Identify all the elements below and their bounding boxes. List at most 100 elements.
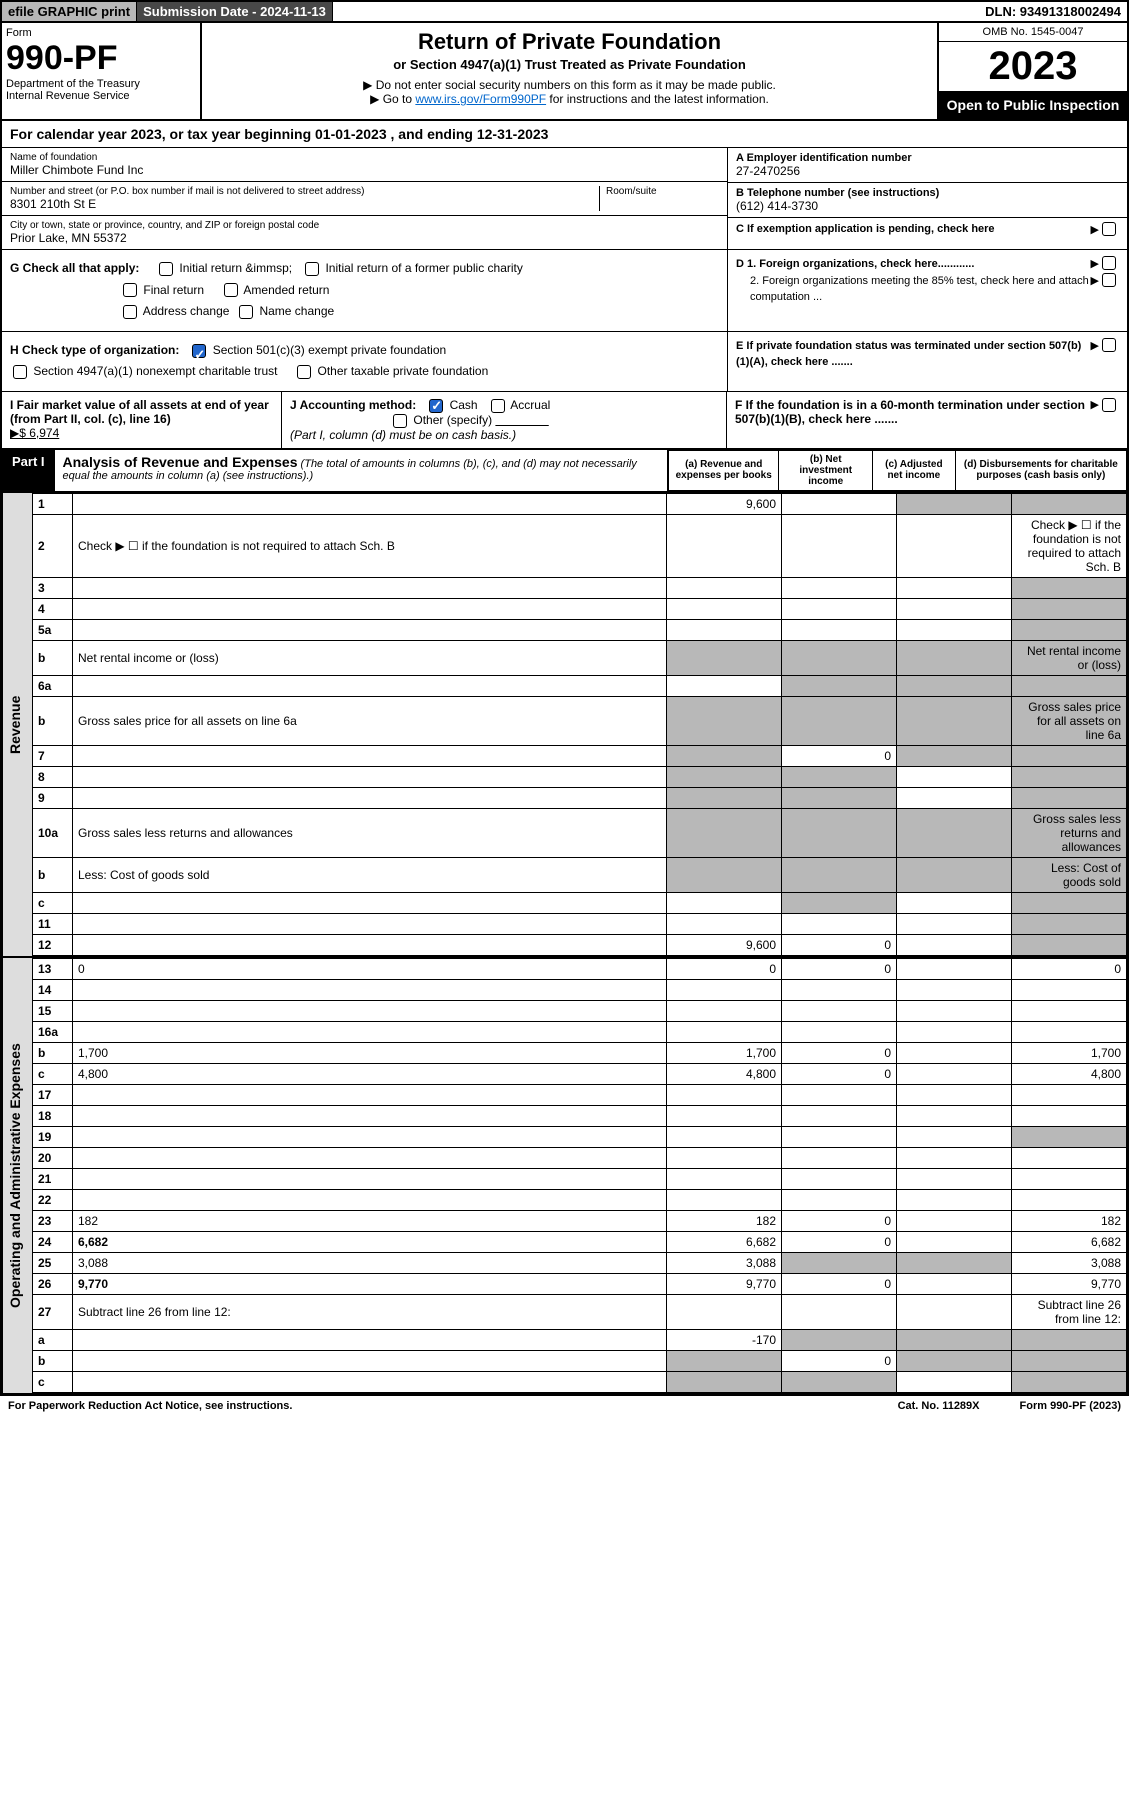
line-description — [73, 1371, 667, 1392]
d2-checkbox[interactable] — [1102, 273, 1116, 287]
cell-d — [1012, 1105, 1127, 1126]
table-row: 5a — [33, 619, 1127, 640]
phone-box: B Telephone number (see instructions) (6… — [728, 183, 1127, 218]
line-number: 2 — [33, 514, 73, 577]
irs-label: Internal Revenue Service — [6, 90, 196, 102]
cell-c — [897, 1189, 1012, 1210]
line-description — [73, 766, 667, 787]
cell-c — [897, 857, 1012, 892]
cell-c — [897, 1231, 1012, 1252]
table-row: a-170 — [33, 1329, 1127, 1350]
cell-d: Subtract line 26 from line 12: — [1012, 1294, 1127, 1329]
cell-a: -170 — [667, 1329, 782, 1350]
cell-c — [897, 1063, 1012, 1084]
cell-d: 182 — [1012, 1210, 1127, 1231]
table-row: c — [33, 892, 1127, 913]
cell-c — [897, 1371, 1012, 1392]
cell-c — [897, 1000, 1012, 1021]
amended-cb[interactable] — [224, 283, 238, 297]
cell-d: Net rental income or (loss) — [1012, 640, 1127, 675]
h-label: H Check type of organization: — [10, 343, 179, 357]
cell-c — [897, 696, 1012, 745]
table-row: 9 — [33, 787, 1127, 808]
cell-c — [897, 640, 1012, 675]
cell-b — [782, 913, 897, 934]
line-description — [73, 787, 667, 808]
4947-checkbox[interactable] — [13, 365, 27, 379]
table-row: 246,6826,68206,682 — [33, 1231, 1127, 1252]
line-description — [73, 619, 667, 640]
addr-label: Number and street (or P.O. box number if… — [10, 186, 599, 197]
table-row: 18 — [33, 1105, 1127, 1126]
cash-checkbox[interactable] — [429, 399, 443, 413]
table-row: 6a — [33, 675, 1127, 696]
line-number: b — [33, 1350, 73, 1371]
line-number: 27 — [33, 1294, 73, 1329]
cell-c — [897, 787, 1012, 808]
cell-b — [782, 1168, 897, 1189]
cell-c — [897, 1042, 1012, 1063]
cell-d — [1012, 1000, 1127, 1021]
501c3-checkbox[interactable] — [192, 344, 206, 358]
form-number: 990-PF — [6, 39, 196, 78]
f-checkbox[interactable] — [1102, 398, 1116, 412]
line-number: b — [33, 696, 73, 745]
cell-d — [1012, 1329, 1127, 1350]
cell-b — [782, 696, 897, 745]
street-address: 8301 210th St E — [10, 197, 599, 211]
line-description — [73, 1021, 667, 1042]
other-method-checkbox[interactable] — [393, 414, 407, 428]
line-description: 9,770 — [73, 1273, 667, 1294]
col-b-header: (b) Net investment income — [779, 450, 873, 490]
line-number: 13 — [33, 958, 73, 979]
cell-d — [1012, 493, 1127, 514]
line-description: Check ▶ ☐ if the foundation is not requi… — [73, 514, 667, 577]
cell-a — [667, 808, 782, 857]
cell-a: 9,600 — [667, 493, 782, 514]
line-description — [73, 1329, 667, 1350]
cell-c — [897, 1210, 1012, 1231]
name-change-cb[interactable] — [239, 305, 253, 319]
cell-d — [1012, 1126, 1127, 1147]
cell-a — [667, 1105, 782, 1126]
cell-d — [1012, 979, 1127, 1000]
table-row: 21 — [33, 1168, 1127, 1189]
initial-return-cb[interactable] — [159, 262, 173, 276]
cell-a — [667, 1147, 782, 1168]
line-description: 182 — [73, 1210, 667, 1231]
cell-c — [897, 892, 1012, 913]
form-header: Form 990-PF Department of the Treasury I… — [2, 23, 1127, 121]
cell-d — [1012, 934, 1127, 955]
accrual-checkbox[interactable] — [491, 399, 505, 413]
e-checkbox[interactable] — [1102, 338, 1116, 352]
cell-b — [782, 577, 897, 598]
cell-a — [667, 1294, 782, 1329]
table-row: 11 — [33, 913, 1127, 934]
address-box: Number and street (or P.O. box number if… — [2, 182, 727, 216]
line-number: 4 — [33, 598, 73, 619]
cell-a — [667, 1000, 782, 1021]
instructions-link[interactable]: www.irs.gov/Form990PF — [415, 92, 546, 106]
cell-c — [897, 745, 1012, 766]
line-number: c — [33, 892, 73, 913]
cell-c — [897, 766, 1012, 787]
initial-former-cb[interactable] — [305, 262, 319, 276]
cell-d: 1,700 — [1012, 1042, 1127, 1063]
cell-c — [897, 1168, 1012, 1189]
cell-a — [667, 1084, 782, 1105]
cell-c — [897, 934, 1012, 955]
cell-a — [667, 514, 782, 577]
cell-a — [667, 1350, 782, 1371]
final-return-cb[interactable] — [123, 283, 137, 297]
line-number: 16a — [33, 1021, 73, 1042]
other-taxable-checkbox[interactable] — [297, 365, 311, 379]
line-number: 3 — [33, 577, 73, 598]
efile-badge: efile GRAPHIC print — [2, 2, 137, 21]
exemption-checkbox[interactable] — [1102, 222, 1116, 236]
cell-d — [1012, 577, 1127, 598]
cell-a — [667, 675, 782, 696]
address-change-cb[interactable] — [123, 305, 137, 319]
cell-d: 6,682 — [1012, 1231, 1127, 1252]
d1-checkbox[interactable] — [1102, 256, 1116, 270]
cell-c — [897, 493, 1012, 514]
